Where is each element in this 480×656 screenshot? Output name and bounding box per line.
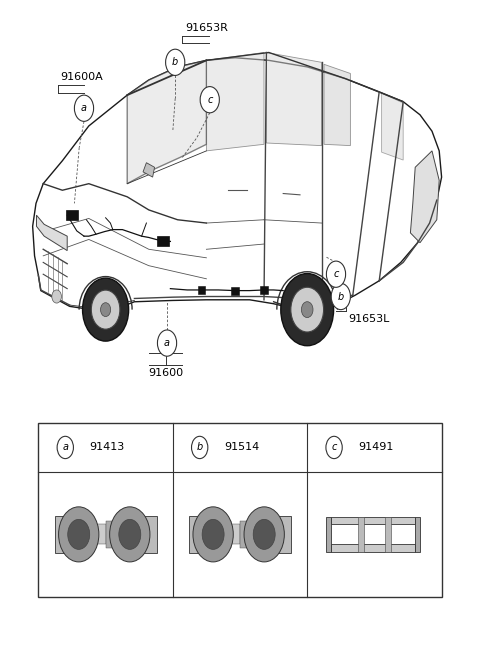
Circle shape [291, 287, 324, 332]
Text: a: a [164, 338, 170, 348]
Text: b: b [172, 57, 179, 68]
Text: c: c [333, 269, 339, 279]
Bar [231, 287, 239, 295]
Bar [250, 524, 259, 544]
Bar [96, 524, 106, 544]
Bar [221, 521, 230, 548]
Polygon shape [382, 93, 403, 160]
Bar [115, 524, 124, 544]
Polygon shape [36, 215, 67, 251]
Bar [66, 210, 78, 220]
Bar [68, 521, 77, 548]
Circle shape [157, 330, 177, 356]
Bar [212, 524, 221, 544]
Text: a: a [81, 103, 87, 113]
Text: 91653R: 91653R [185, 23, 228, 33]
Circle shape [52, 290, 61, 303]
Bar [134, 524, 143, 544]
Bar [260, 286, 268, 294]
Circle shape [83, 278, 129, 341]
Bar [277, 516, 291, 553]
Circle shape [326, 436, 342, 459]
Polygon shape [206, 52, 264, 151]
Text: b: b [196, 442, 203, 453]
Bar [259, 521, 268, 548]
Bar [189, 516, 203, 553]
Circle shape [253, 520, 275, 549]
Bar [55, 516, 68, 553]
Bar [415, 517, 420, 552]
Circle shape [200, 87, 219, 113]
Circle shape [100, 302, 111, 317]
Circle shape [331, 283, 350, 310]
Polygon shape [127, 60, 206, 184]
Text: 91600: 91600 [148, 367, 183, 378]
Bar [38, 423, 442, 597]
Circle shape [91, 290, 120, 329]
Circle shape [281, 274, 334, 346]
Text: b: b [337, 291, 344, 302]
Circle shape [301, 302, 313, 318]
Polygon shape [410, 151, 439, 243]
Text: c: c [331, 442, 337, 453]
Circle shape [244, 507, 284, 562]
Bar [87, 521, 96, 548]
Polygon shape [143, 163, 155, 177]
Polygon shape [266, 52, 322, 146]
Circle shape [119, 520, 141, 549]
Circle shape [68, 520, 90, 549]
Circle shape [192, 436, 208, 459]
Text: 91600A: 91600A [60, 72, 103, 83]
Text: a: a [62, 442, 68, 453]
Bar [157, 236, 169, 246]
Bar [203, 521, 212, 548]
Circle shape [166, 49, 185, 75]
Text: 91514: 91514 [224, 442, 259, 453]
Polygon shape [324, 64, 350, 146]
Circle shape [193, 507, 233, 562]
Bar [326, 517, 331, 552]
Bar [385, 517, 391, 552]
Circle shape [59, 507, 99, 562]
Bar [106, 521, 115, 548]
Text: 91653L: 91653L [348, 314, 389, 325]
Text: 91413: 91413 [89, 442, 125, 453]
Bar [331, 544, 415, 552]
Circle shape [74, 95, 94, 121]
Bar [143, 516, 156, 553]
Bar [230, 524, 240, 544]
Bar [240, 521, 250, 548]
Bar [124, 521, 134, 548]
Bar [331, 517, 415, 524]
Circle shape [57, 436, 73, 459]
Bar [358, 517, 364, 552]
Circle shape [109, 507, 150, 562]
Bar [198, 286, 205, 294]
Text: c: c [207, 94, 213, 105]
Text: 91491: 91491 [358, 442, 394, 453]
Circle shape [202, 520, 224, 549]
Bar [268, 524, 277, 544]
Bar [77, 524, 87, 544]
Circle shape [326, 261, 346, 287]
